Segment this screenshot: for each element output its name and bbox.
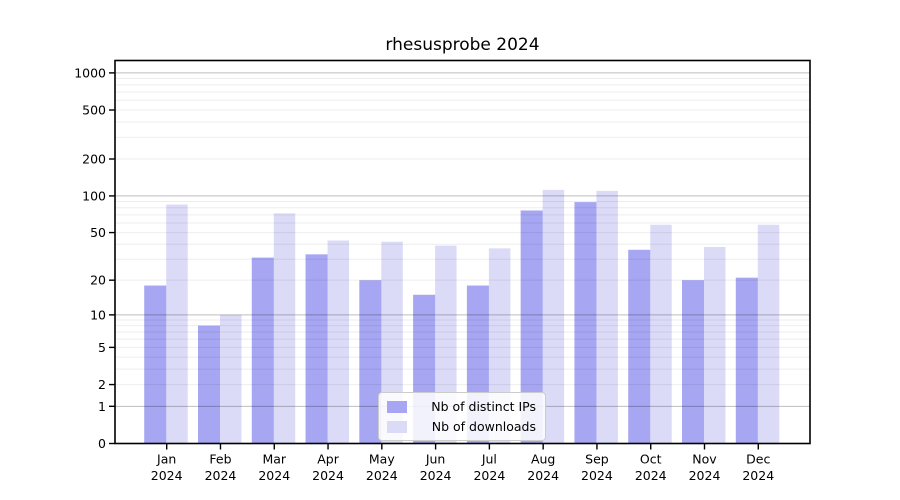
y-tick-label: 1000	[74, 65, 106, 80]
bar-distinct-ips	[628, 249, 652, 444]
x-tick-label: May 2024	[366, 452, 398, 484]
bar-distinct-ips	[574, 202, 598, 444]
y-tick-label: 50	[90, 225, 106, 240]
bar-downloads	[327, 240, 350, 444]
bar-downloads	[596, 190, 618, 444]
x-tick-label: Dec 2024	[742, 452, 774, 484]
chart-title: rhesusprobe 2024	[385, 35, 540, 55]
y-tick-label: 500	[82, 103, 106, 118]
bar-distinct-ips	[251, 257, 275, 444]
bar-downloads	[219, 314, 242, 444]
x-tick-label: Feb 2024	[205, 452, 237, 484]
y-tick-label: 10	[90, 307, 106, 322]
x-tick-label: Oct 2024	[635, 452, 667, 484]
y-tick-label: 2	[98, 377, 106, 392]
x-tick-label: Mar 2024	[258, 452, 290, 484]
legend-label-distinct-ips: Nb of distinct IPs	[431, 399, 536, 414]
x-tick-label: Jun 2024	[420, 452, 452, 484]
bar-distinct-ips	[359, 280, 383, 444]
y-tick-label: 0	[98, 436, 106, 451]
axes-spines	[114, 59, 811, 445]
y-tick-label: 5	[98, 340, 106, 355]
y-tick-label: 20	[90, 273, 106, 288]
bar-distinct-ips	[520, 210, 544, 444]
x-tick-label: Jul 2024	[473, 452, 505, 484]
distinct-ips-swatch-icon	[387, 400, 407, 413]
x-tick-label: Jan 2024	[151, 452, 183, 484]
x-tick-label: Aug 2024	[527, 452, 559, 484]
y-tick-label: 1	[98, 399, 106, 414]
bar-distinct-ips	[735, 277, 759, 444]
bar-downloads	[757, 224, 780, 444]
bar-distinct-ips	[682, 280, 705, 444]
y-tick-label: 100	[82, 188, 106, 203]
bar-downloads	[542, 189, 565, 444]
bar-downloads	[704, 246, 726, 444]
bar-downloads	[166, 204, 188, 444]
x-tick-label: Nov 2024	[689, 452, 721, 484]
bar-distinct-ips	[197, 325, 221, 444]
x-tick-label: Sep 2024	[581, 452, 613, 484]
bar-downloads	[650, 224, 672, 444]
x-tick-label: Apr 2024	[312, 452, 344, 484]
bar-downloads	[273, 213, 296, 444]
legend-entry-downloads: Nb of downloads	[387, 419, 536, 434]
legend: Nb of distinct IPs Nb of downloads	[378, 392, 546, 441]
legend-label-downloads: Nb of downloads	[431, 419, 536, 434]
bar-distinct-ips	[144, 285, 168, 444]
downloads-swatch-icon	[387, 420, 407, 433]
y-tick-label: 200	[82, 152, 106, 167]
bar-distinct-ips	[305, 254, 329, 444]
legend-entry-distinct-ips: Nb of distinct IPs	[387, 399, 536, 414]
